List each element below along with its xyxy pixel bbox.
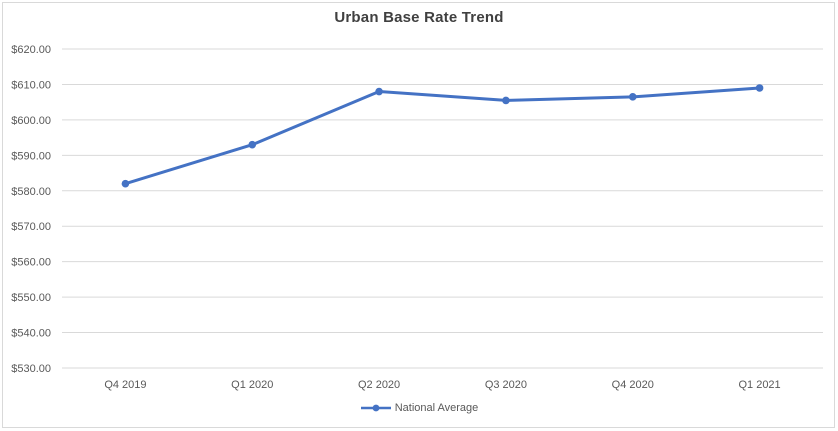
series-line [123,86,762,186]
x-tick-label: Q1 2020 [231,379,273,391]
x-tick-label: Q2 2020 [358,379,400,391]
x-tick-label: Q1 2021 [738,379,780,391]
y-tick-label: $560.00 [11,257,51,269]
data-point [121,179,130,188]
y-tick-label: $600.00 [11,115,51,127]
data-point [755,84,764,92]
y-tick-label: $610.00 [11,79,51,91]
x-tick-label: Q4 2020 [612,379,654,391]
x-tick-label: Q4 2019 [104,379,146,391]
chart-title: Urban Base Rate Trend [334,9,504,26]
data-point [375,87,383,96]
y-tick-label: $530.00 [11,363,51,375]
legend-line-marker-icon [360,404,391,412]
y-tick-label: $590.00 [11,150,51,162]
legend: National Average [0,402,838,414]
y-tick-label: $570.00 [11,221,51,233]
y-tick-label: $550.00 [11,292,51,304]
data-point [248,140,257,149]
y-tick-label: $620.00 [11,44,51,56]
y-tick-label: $540.00 [11,328,51,340]
y-tick-label: $580.00 [11,186,51,198]
data-point [502,96,510,105]
data-point [628,93,637,101]
legend-label: National Average [394,402,479,414]
x-tick-label: Q3 2020 [485,379,527,391]
